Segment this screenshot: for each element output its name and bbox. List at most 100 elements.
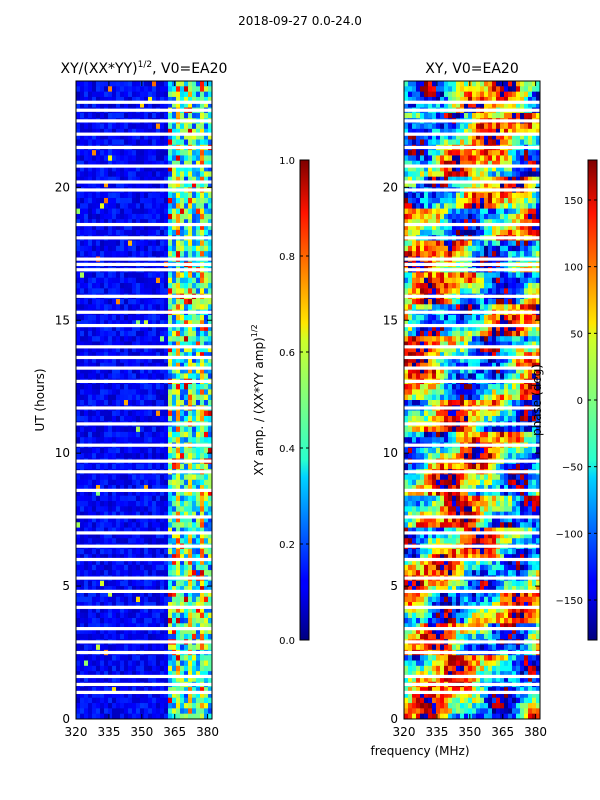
heatmap-cell bbox=[96, 208, 101, 215]
heatmap-cell bbox=[128, 298, 133, 305]
heatmap-cell bbox=[140, 298, 145, 305]
heatmap-cell bbox=[152, 171, 157, 178]
heatmap-cell bbox=[112, 368, 117, 375]
heatmap-cell bbox=[196, 213, 201, 220]
heatmap-cell bbox=[516, 176, 521, 183]
heatmap-cell bbox=[148, 687, 153, 694]
missing-data-band bbox=[76, 310, 212, 314]
heatmap-cell bbox=[192, 516, 197, 523]
heatmap-cell bbox=[524, 91, 529, 98]
heatmap-cell bbox=[480, 160, 485, 167]
heatmap-cell bbox=[176, 384, 181, 390]
heatmap-cell bbox=[132, 516, 137, 523]
heatmap-cell bbox=[116, 320, 121, 327]
heatmap-cell bbox=[76, 394, 81, 401]
heatmap-cell bbox=[120, 160, 125, 167]
heatmap-cell bbox=[172, 479, 177, 486]
heatmap-cell bbox=[100, 708, 105, 715]
heatmap-cell bbox=[88, 655, 93, 662]
heatmap-cell bbox=[160, 166, 165, 172]
heatmap-cell bbox=[168, 283, 173, 289]
heatmap-cell bbox=[108, 410, 113, 417]
heatmap-cell bbox=[168, 431, 173, 438]
heatmap-cell bbox=[164, 86, 169, 93]
heatmap-cell bbox=[116, 229, 121, 236]
heatmap-cell bbox=[92, 580, 97, 587]
heatmap-cell bbox=[120, 665, 125, 672]
heatmap-cell bbox=[96, 229, 101, 236]
heatmap-cell bbox=[196, 325, 201, 332]
heatmap-cell bbox=[488, 176, 493, 183]
heatmap-cell bbox=[480, 150, 485, 157]
heatmap-cell bbox=[96, 330, 101, 337]
heatmap-cell bbox=[516, 134, 521, 141]
heatmap-cell bbox=[152, 703, 157, 709]
heatmap-cell bbox=[200, 516, 205, 523]
heatmap-cell bbox=[136, 320, 141, 327]
heatmap-cell bbox=[204, 676, 209, 683]
heatmap-cell bbox=[208, 660, 212, 667]
heatmap-cell bbox=[120, 591, 125, 598]
heatmap-cell bbox=[152, 687, 157, 694]
heatmap-cell bbox=[116, 86, 121, 93]
heatmap-cell bbox=[196, 548, 201, 555]
heatmap-cell bbox=[116, 623, 121, 630]
heatmap-cell bbox=[132, 81, 137, 87]
heatmap-cell bbox=[176, 633, 181, 640]
heatmap-cell bbox=[484, 128, 489, 135]
heatmap-cell bbox=[76, 697, 81, 704]
heatmap-cell bbox=[428, 81, 433, 87]
heatmap-cell bbox=[76, 166, 81, 172]
heatmap-cell bbox=[104, 96, 109, 103]
heatmap-cell bbox=[112, 341, 117, 348]
heatmap-cell bbox=[204, 501, 209, 507]
heatmap-cell bbox=[172, 112, 177, 119]
heatmap-cell bbox=[144, 320, 149, 327]
heatmap-cell bbox=[192, 245, 197, 252]
heatmap-cell bbox=[500, 123, 505, 130]
heatmap-cell bbox=[160, 362, 165, 369]
heatmap-cell bbox=[152, 623, 157, 630]
heatmap-cell bbox=[136, 676, 141, 683]
heatmap-cell bbox=[100, 197, 105, 204]
heatmap-cell bbox=[76, 341, 81, 348]
heatmap-cell bbox=[144, 102, 149, 109]
heatmap-cell bbox=[132, 501, 137, 507]
heatmap-cell bbox=[124, 91, 129, 98]
heatmap-cell bbox=[140, 607, 145, 614]
heatmap-cell bbox=[416, 176, 421, 183]
heatmap-cell bbox=[208, 713, 212, 719]
heatmap-cell bbox=[180, 501, 185, 507]
heatmap-cell bbox=[84, 527, 89, 534]
heatmap-cell bbox=[124, 516, 129, 523]
heatmap-cell bbox=[168, 81, 173, 87]
heatmap-cell bbox=[164, 357, 169, 364]
heatmap-cell bbox=[196, 431, 201, 438]
heatmap-cell bbox=[408, 150, 413, 157]
heatmap-cell bbox=[200, 91, 205, 98]
heatmap-cell bbox=[536, 112, 540, 119]
heatmap-cell bbox=[528, 166, 533, 172]
heatmap-cell bbox=[168, 86, 173, 93]
heatmap-cell bbox=[120, 304, 125, 311]
heatmap-cell bbox=[164, 176, 169, 183]
heatmap-cell bbox=[76, 633, 81, 640]
heatmap-cell bbox=[160, 240, 165, 247]
heatmap-cell bbox=[120, 548, 125, 555]
heatmap-cell bbox=[116, 506, 121, 513]
heatmap-cell bbox=[208, 86, 212, 93]
heatmap-cell bbox=[92, 368, 97, 375]
heatmap-cell bbox=[456, 86, 461, 93]
heatmap-cell bbox=[88, 431, 93, 438]
heatmap-cell bbox=[112, 229, 117, 236]
heatmap-cell bbox=[140, 112, 145, 119]
heatmap-cell bbox=[180, 516, 185, 523]
heatmap-cell bbox=[152, 437, 157, 444]
heatmap-cell bbox=[192, 564, 197, 571]
heatmap-cell bbox=[188, 102, 193, 109]
heatmap-cell bbox=[136, 410, 141, 417]
heatmap-cell bbox=[124, 86, 129, 93]
heatmap-cell bbox=[108, 633, 113, 640]
heatmap-cell bbox=[96, 171, 101, 178]
heatmap-cell bbox=[84, 415, 89, 422]
